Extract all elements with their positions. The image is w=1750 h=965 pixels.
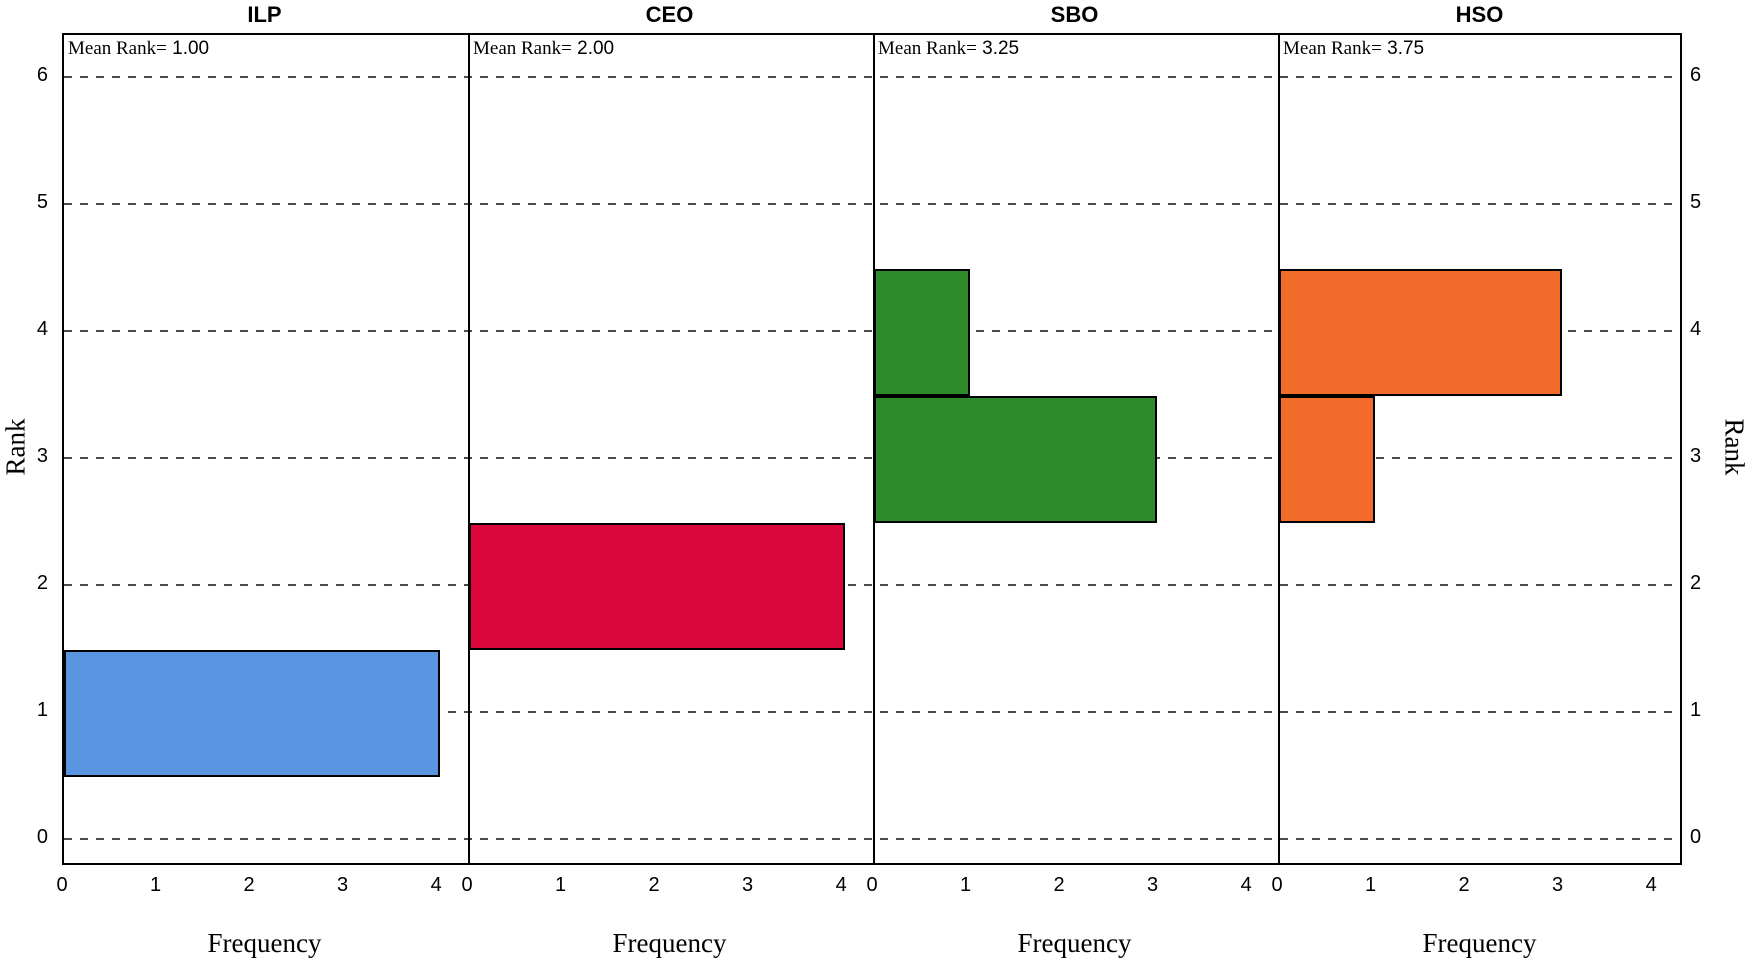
mean-rank-prefix: Mean Rank=	[68, 38, 167, 59]
y-tick-left-3: 3	[36, 445, 48, 468]
mean-rank-prefix: Mean Rank=	[878, 38, 977, 59]
gridline-rank-3	[64, 457, 1680, 460]
bar-ceo-rank-2	[469, 522, 846, 650]
panel-title-sbo: SBO	[1050, 2, 1099, 27]
x-tick-ilp-0: 0	[56, 874, 68, 896]
mean-rank-value: 3.75	[1381, 38, 1425, 59]
bar-ilp-rank-1	[64, 649, 441, 777]
y-tick-left-4: 4	[36, 318, 48, 341]
x-axis-label-ceo: Frequency	[612, 928, 727, 958]
panel-title-hso: HSO	[1455, 2, 1504, 27]
panel-title-ilp: ILP	[247, 2, 282, 27]
x-tick-hso-0: 0	[1271, 874, 1283, 896]
mean-rank-annotation-hso: Mean Rank= 3.75	[1279, 35, 1424, 60]
y-tick-right-6: 6	[1690, 64, 1702, 87]
mean-rank-value: 2.00	[571, 38, 615, 59]
x-tick-hso-2: 2	[1458, 874, 1470, 896]
x-tick-ilp-4: 4	[430, 874, 442, 896]
y-tick-right-1: 1	[1690, 699, 1702, 722]
y-tick-left-5: 5	[36, 191, 48, 214]
gridline-rank-5	[64, 203, 1680, 206]
y-tick-left-2: 2	[36, 572, 48, 595]
x-axis-label-sbo: Frequency	[1017, 928, 1132, 958]
x-axis-label-hso: Frequency	[1422, 928, 1537, 958]
y-tick-right-2: 2	[1690, 572, 1702, 595]
bar-sbo-rank-3	[874, 395, 1157, 523]
gridline-rank-2	[64, 584, 1680, 587]
mean-rank-value: 3.25	[976, 38, 1020, 59]
x-tick-hso-4: 4	[1645, 874, 1657, 896]
x-tick-ilp-3: 3	[337, 874, 349, 896]
y-tick-left-6: 6	[36, 64, 48, 87]
x-tick-sbo-2: 2	[1053, 874, 1065, 896]
x-tick-hso-1: 1	[1364, 874, 1377, 896]
x-tick-hso-3: 3	[1552, 874, 1564, 896]
y-tick-left-1: 1	[36, 699, 48, 722]
panel-divider-1	[468, 35, 470, 863]
x-tick-sbo-1: 1	[959, 874, 972, 896]
panel-title-ceo: CEO	[645, 2, 694, 27]
x-tick-sbo-3: 3	[1147, 874, 1159, 896]
y-tick-right-4: 4	[1690, 318, 1702, 341]
plot-area: Mean Rank= 1.00 Mean Rank= 2.00 Mean Rank=…	[62, 33, 1682, 865]
bar-sbo-rank-4	[874, 268, 970, 396]
x-tick-sbo-4: 4	[1240, 874, 1252, 896]
y-tick-right-5: 5	[1690, 191, 1702, 214]
gridline-rank-1	[64, 711, 1680, 714]
x-tick-ceo-0: 0	[461, 874, 473, 896]
mean-rank-annotation-ceo: Mean Rank= 2.00	[469, 35, 614, 60]
x-tick-ceo-3: 3	[742, 874, 754, 896]
x-tick-ceo-1: 1	[554, 874, 567, 896]
mean-rank-value: 1.00	[166, 38, 210, 59]
x-tick-ceo-4: 4	[835, 874, 847, 896]
x-tick-ilp-2: 2	[243, 874, 255, 896]
mean-rank-annotation-ilp: Mean Rank= 1.00	[64, 35, 209, 60]
gridline-rank-0	[64, 838, 1680, 841]
y-tick-right-3: 3	[1690, 445, 1702, 468]
gridline-rank-6	[64, 76, 1680, 79]
gridline-rank-4	[64, 330, 1680, 333]
x-tick-sbo-0: 0	[866, 874, 878, 896]
y-tick-right-0: 0	[1690, 826, 1702, 849]
bar-hso-rank-3	[1279, 395, 1375, 523]
bar-hso-rank-4	[1279, 268, 1562, 396]
x-tick-ceo-2: 2	[648, 874, 660, 896]
x-tick-ilp-1: 1	[149, 874, 162, 896]
mean-rank-annotation-sbo: Mean Rank= 3.25	[874, 35, 1019, 60]
mean-rank-prefix: Mean Rank=	[473, 38, 572, 59]
y-tick-left-0: 0	[36, 826, 48, 849]
mean-rank-prefix: Mean Rank=	[1283, 38, 1382, 59]
x-axis-label-ilp: Frequency	[207, 928, 322, 958]
